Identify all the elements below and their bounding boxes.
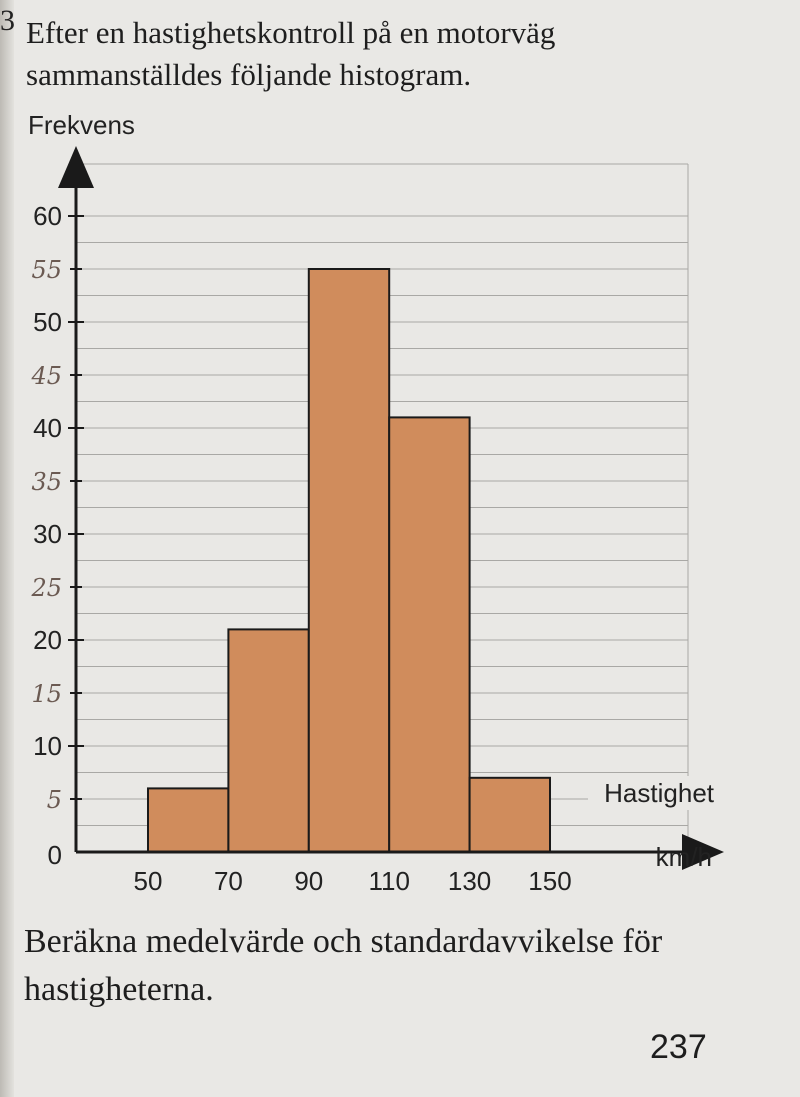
x-tick-label: 130	[448, 866, 491, 896]
y-handwritten-tick-label: 15	[31, 680, 62, 708]
y-tick-label: 10	[33, 731, 62, 761]
x-tick-label: 50	[134, 866, 163, 896]
x-axis-label-bg	[588, 776, 714, 810]
histogram-chart: Frekvens 0 10 20 30 40 50 60 5 15 25 35 45 55 50 70 90…	[28, 110, 724, 896]
y-handwritten-tick-label: 55	[31, 256, 62, 284]
problem-intro: Efter en hastighetskontroll på en motorv…	[26, 15, 556, 92]
y-tick-label: 50	[33, 307, 62, 337]
y-tick-label: 40	[33, 413, 62, 443]
histogram-bar	[468, 776, 552, 853]
y-ticks: 0 10 20 30 40 50 60 5 15 25 35 45 55	[30, 201, 84, 870]
problem-number-marker: 3	[0, 4, 15, 37]
histogram-bar	[227, 628, 310, 854]
y-axis-label: Frekvens	[28, 110, 135, 140]
y-handwritten-tick-label: 5	[47, 786, 62, 814]
histogram-bar	[307, 268, 391, 853]
page-number: 237	[650, 1028, 707, 1066]
y-handwritten-tick-label: 45	[30, 362, 62, 390]
problem-question: Beräkna medelvärde och standardavvikelse…	[24, 923, 663, 1008]
x-tick-label: 90	[294, 866, 323, 896]
histogram-bar	[147, 787, 230, 854]
histogram-bar	[388, 416, 471, 853]
y-tick-label: 20	[33, 625, 62, 655]
page-margin	[0, 0, 14, 1097]
bars	[147, 268, 552, 854]
y-handwritten-tick-label: 25	[30, 574, 62, 602]
x-tick-label: 150	[528, 866, 571, 896]
x-axis-unit: km/h	[656, 842, 712, 872]
y-tick-label: 60	[33, 201, 62, 231]
x-ticks: 50 70 90 110 130 150	[134, 866, 572, 896]
x-tick-label: 70	[214, 866, 243, 896]
y-handwritten-tick-label: 35	[31, 468, 62, 496]
y-tick-label: 30	[33, 519, 62, 549]
x-axis-label: Hastighet	[604, 778, 715, 808]
y-tick-label: 0	[48, 840, 62, 870]
x-tick-label: 110	[368, 866, 409, 896]
